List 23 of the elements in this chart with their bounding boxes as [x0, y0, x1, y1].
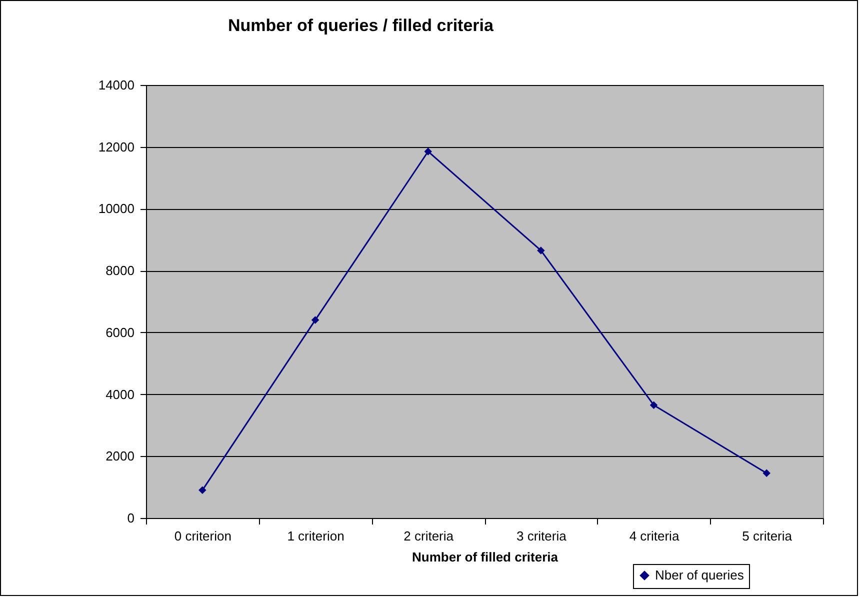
point — [424, 148, 432, 156]
legend-label: Nber of queries — [655, 568, 744, 582]
point — [762, 469, 770, 478]
point — [311, 316, 320, 324]
y-tick-label: 10000 — [98, 201, 134, 216]
x-tick-label: 0 criterion — [174, 528, 232, 544]
x-tick-label: 4 criteria — [629, 528, 680, 544]
y-tick-label: 6000 — [106, 324, 134, 340]
x-tick-label: 5 criteria — [742, 528, 793, 544]
y-tick-label: 14000 — [98, 78, 134, 92]
chart-title: Number of queries / filled criteria — [228, 16, 494, 35]
x-tick-label: 2 criteria — [404, 528, 454, 544]
point — [537, 246, 545, 254]
x-tick-label: 1 criterion — [287, 528, 344, 544]
y-tick-label: 0 — [127, 510, 134, 526]
y-tick-label: 8000 — [106, 263, 134, 278]
y-tick-label: 4000 — [106, 386, 134, 402]
point — [650, 401, 658, 409]
y-tick-label: 2000 — [106, 448, 134, 464]
point — [198, 486, 206, 494]
x-tick-label: 3 criteria — [516, 528, 568, 544]
x-axis-title: Number of filled criteria — [412, 550, 559, 564]
y-tick-label: 12000 — [98, 139, 134, 154]
